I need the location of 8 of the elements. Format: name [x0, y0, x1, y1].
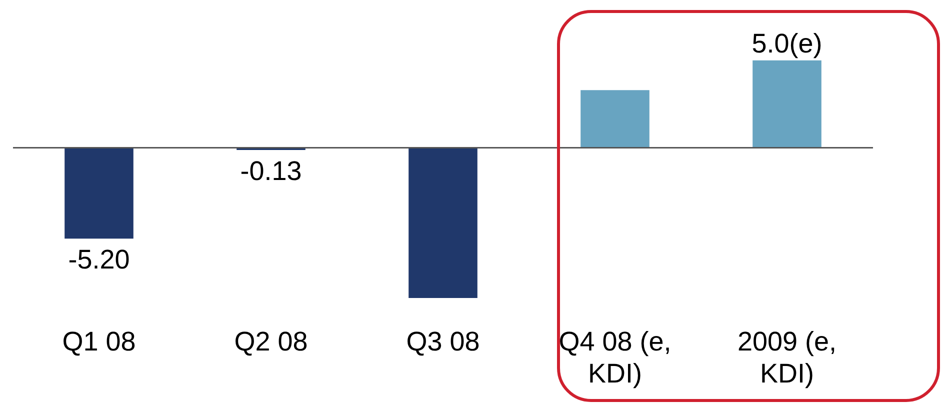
x-tick-label: 2009 (e, KDI) [737, 326, 837, 388]
x-tick-label: Q4 08 (e, KDI) [558, 326, 672, 388]
data-label: -0.13 [240, 156, 302, 186]
data-label: -5.20 [68, 244, 130, 275]
data-label: 5.0(e) [752, 28, 822, 58]
x-tick-label: Q1 08 [62, 326, 136, 356]
x-tick-label: Q3 08 [406, 326, 480, 356]
x-tick-label: Q2 08 [234, 326, 308, 356]
